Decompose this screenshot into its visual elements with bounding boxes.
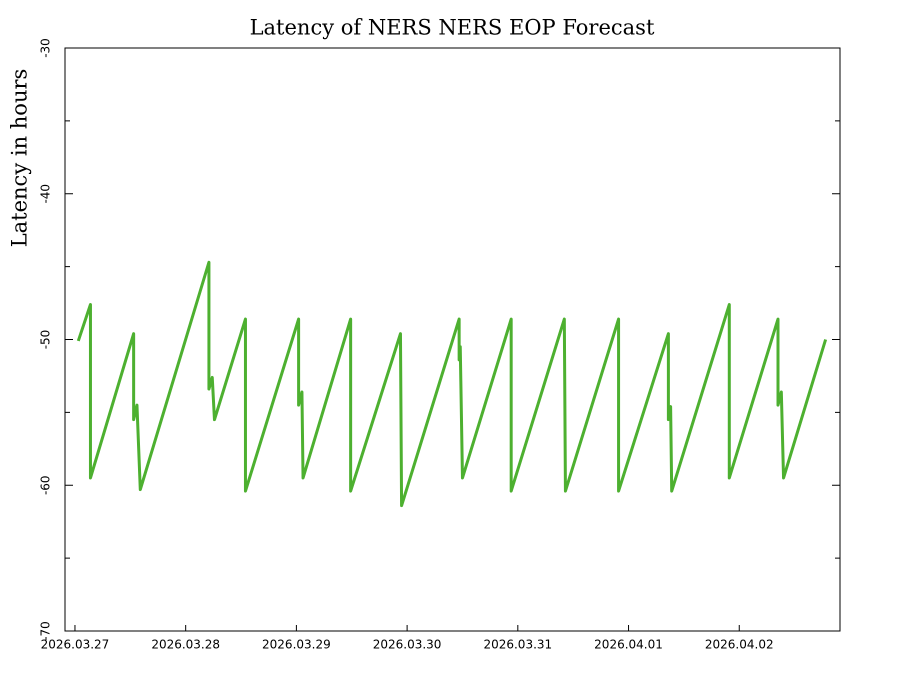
x-tick-label: 2026.04.01 (594, 638, 663, 652)
x-tick-label: 2026.03.27 (41, 638, 110, 652)
y-tick-label: -30 (39, 38, 53, 58)
x-tick-label: 2026.04.02 (705, 638, 774, 652)
x-tick-label: 2026.03.31 (483, 638, 552, 652)
y-tick-label: -60 (39, 475, 53, 495)
data-line (76, 260, 828, 508)
x-tick-label: 2026.03.30 (373, 638, 442, 652)
x-tick-label: 2026.03.28 (151, 638, 220, 652)
chart-title: Latency of NERS NERS EOP Forecast (250, 16, 655, 40)
y-tick-label: -40 (39, 184, 53, 204)
x-tick-label: 2026.03.29 (262, 638, 331, 652)
y-tick-label: -50 (39, 330, 53, 350)
y-tick-label: -70 (39, 621, 53, 641)
y-axis-label: Latency in hours (8, 69, 32, 248)
